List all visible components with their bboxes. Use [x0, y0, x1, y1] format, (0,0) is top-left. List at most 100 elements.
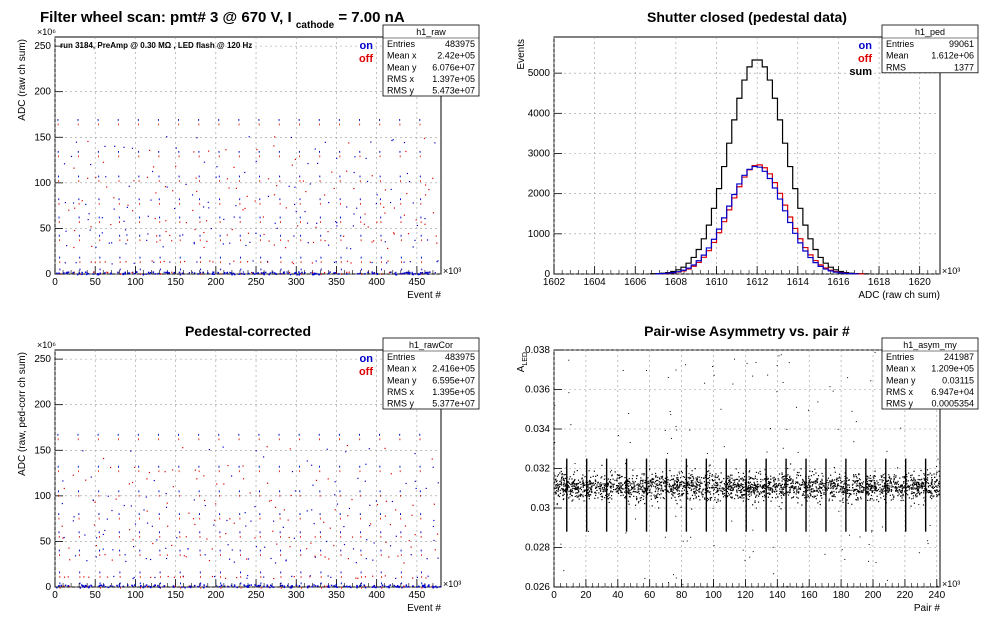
- asym-point: [667, 490, 669, 493]
- baseline-point: [396, 585, 399, 587]
- asym-point: [782, 488, 785, 490]
- asym-point: [898, 485, 900, 488]
- baseline-point: [394, 272, 396, 275]
- scatter-point: [412, 504, 414, 506]
- scatter-point: [346, 247, 348, 249]
- asym-point: [882, 485, 884, 488]
- x-axis-exponent: ×10³: [942, 579, 960, 589]
- asym-point: [752, 490, 754, 492]
- asym-point: [833, 490, 835, 493]
- asym-point: [691, 494, 694, 497]
- scatter-point: [73, 271, 75, 273]
- asym-point: [591, 485, 593, 488]
- asym-point: [583, 489, 585, 491]
- scatter-point: [143, 509, 145, 511]
- scatter-point: [335, 220, 337, 223]
- asym-point: [917, 489, 920, 491]
- x-tick-label: 1618: [868, 277, 891, 288]
- asym-point: [595, 494, 597, 496]
- asym-point: [569, 490, 572, 493]
- asym-point: [923, 488, 926, 490]
- asym-point: [573, 480, 575, 482]
- outlier-point: [679, 473, 681, 475]
- scatter-point: [130, 505, 132, 507]
- asym-point: [931, 483, 933, 485]
- asym-point: [868, 492, 870, 494]
- outlier-point: [801, 586, 803, 588]
- asym-point: [736, 491, 738, 493]
- baseline-point: [363, 584, 365, 586]
- asym-point: [830, 474, 832, 476]
- baseline-point: [345, 586, 347, 588]
- asym-point: [681, 472, 683, 474]
- scatter-point: [164, 471, 166, 473]
- asym-point: [827, 477, 830, 479]
- asym-point: [677, 485, 679, 487]
- scatter-point: [353, 187, 355, 190]
- asym-point: [814, 480, 816, 482]
- baseline-point: [333, 272, 335, 274]
- asym-point: [923, 490, 925, 492]
- outlier-point: [717, 476, 719, 478]
- asym-point: [681, 494, 683, 497]
- asym-point: [572, 491, 574, 493]
- asym-point: [661, 481, 663, 483]
- asym-point: [698, 495, 700, 497]
- baseline-point: [212, 271, 215, 274]
- scatter-point: [233, 561, 235, 563]
- asym-point: [914, 483, 917, 486]
- asym-point: [627, 500, 630, 502]
- asym-point: [698, 481, 700, 484]
- scatter-point: [389, 201, 392, 204]
- asym-point: [675, 499, 677, 501]
- asym-point: [728, 485, 730, 488]
- asym-point: [756, 483, 758, 486]
- asym-point: [707, 484, 709, 486]
- asym-point: [676, 480, 679, 483]
- asym-point: [709, 499, 712, 501]
- baseline-point: [179, 273, 182, 276]
- asym-point: [626, 480, 629, 482]
- asym-point: [557, 487, 559, 489]
- scatter-point: [132, 481, 134, 484]
- asym-point: [649, 468, 651, 470]
- asym-point: [667, 479, 669, 481]
- baseline-point: [122, 273, 124, 276]
- scatter-point: [331, 171, 333, 173]
- asym-point: [886, 488, 888, 490]
- asym-point: [781, 477, 783, 479]
- scatter-point: [268, 500, 271, 502]
- stats-box: [382, 24, 480, 97]
- scatter-point: [426, 239, 429, 241]
- scatter-point: [63, 536, 65, 539]
- asym-point: [589, 479, 591, 482]
- asym-point: [632, 469, 634, 471]
- scatter-point: [131, 147, 134, 149]
- asym-point: [918, 481, 920, 484]
- asym-point: [927, 486, 930, 488]
- asym-point: [617, 489, 619, 491]
- asym-point: [647, 482, 649, 484]
- asym-point: [900, 484, 903, 486]
- asym-point: [792, 480, 794, 482]
- scatter-point: [162, 246, 164, 248]
- baseline-point: [350, 586, 352, 589]
- scatter-point: [124, 554, 126, 556]
- asym-point: [857, 491, 860, 493]
- scatter-point: [436, 261, 438, 263]
- scatter-point: [188, 512, 190, 514]
- asym-point: [773, 483, 776, 485]
- asym-point: [559, 480, 561, 483]
- asym-point: [729, 479, 731, 481]
- baseline-point: [313, 584, 315, 586]
- asym-point: [874, 488, 876, 490]
- asym-point: [816, 479, 818, 481]
- asym-point: [917, 483, 920, 486]
- asym-point: [556, 486, 558, 489]
- legend-off: off: [858, 53, 872, 65]
- x-tick-label: 100: [127, 590, 144, 601]
- asym-point: [833, 486, 835, 488]
- asym-point: [783, 475, 785, 478]
- baseline-point: [250, 584, 252, 586]
- baseline-point: [335, 584, 337, 586]
